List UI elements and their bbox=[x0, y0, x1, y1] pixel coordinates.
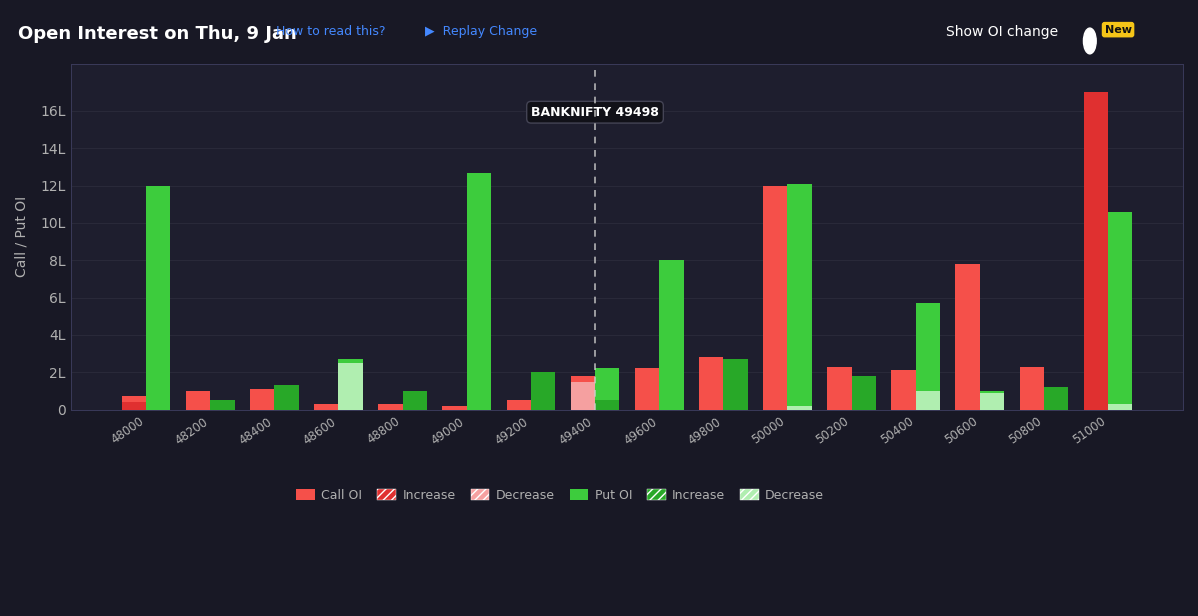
Bar bbox=[186, 391, 210, 410]
Bar bbox=[274, 385, 298, 410]
Text: BANKNIFTY 49498: BANKNIFTY 49498 bbox=[531, 106, 659, 119]
Bar bbox=[915, 303, 940, 410]
Bar bbox=[635, 368, 659, 410]
Bar bbox=[403, 391, 426, 410]
Bar bbox=[698, 357, 724, 410]
Bar bbox=[379, 404, 403, 410]
Bar bbox=[724, 378, 748, 410]
Bar bbox=[403, 391, 426, 410]
Bar bbox=[531, 372, 555, 410]
Bar bbox=[314, 404, 339, 410]
Bar bbox=[852, 376, 876, 410]
Bar bbox=[787, 406, 812, 410]
Bar bbox=[146, 185, 170, 410]
Text: Open Interest on Thu, 9 Jan: Open Interest on Thu, 9 Jan bbox=[18, 25, 297, 43]
Bar bbox=[210, 400, 235, 410]
Bar bbox=[595, 368, 619, 410]
Bar bbox=[763, 185, 787, 410]
Bar bbox=[827, 367, 852, 410]
Legend: Call OI, Increase, Decrease, Put OI, Increase, Decrease: Call OI, Increase, Decrease, Put OI, Inc… bbox=[291, 484, 829, 507]
Bar bbox=[1108, 404, 1132, 410]
Bar bbox=[442, 406, 467, 410]
Bar bbox=[956, 264, 980, 410]
Bar bbox=[339, 363, 363, 410]
Bar bbox=[915, 391, 940, 410]
Bar bbox=[724, 359, 748, 410]
Bar bbox=[891, 370, 915, 410]
Bar bbox=[274, 387, 298, 410]
Bar bbox=[980, 391, 1004, 410]
Bar bbox=[1084, 363, 1108, 410]
Bar bbox=[467, 172, 491, 410]
Bar bbox=[570, 381, 595, 410]
Text: New: New bbox=[1105, 25, 1132, 34]
Bar bbox=[210, 400, 235, 410]
Bar bbox=[1043, 387, 1069, 410]
Circle shape bbox=[1083, 28, 1096, 54]
Bar bbox=[570, 376, 595, 410]
Bar bbox=[1019, 367, 1043, 410]
Bar bbox=[1084, 92, 1108, 410]
Bar bbox=[531, 391, 555, 410]
Bar bbox=[250, 389, 274, 410]
Bar bbox=[122, 397, 146, 410]
Text: Show OI change: Show OI change bbox=[946, 25, 1059, 39]
Bar bbox=[980, 393, 1004, 410]
Bar bbox=[659, 260, 684, 410]
Bar bbox=[787, 184, 812, 410]
Bar bbox=[1043, 387, 1069, 410]
Bar bbox=[852, 381, 876, 410]
Bar bbox=[507, 400, 531, 410]
Text: How to read this?: How to read this? bbox=[276, 25, 385, 38]
Y-axis label: Call / Put OI: Call / Put OI bbox=[16, 197, 29, 277]
Bar bbox=[1108, 212, 1132, 410]
Bar bbox=[339, 359, 363, 410]
Bar bbox=[122, 402, 146, 410]
Text: ▶  Replay Change: ▶ Replay Change bbox=[425, 25, 538, 38]
Bar bbox=[595, 400, 619, 410]
